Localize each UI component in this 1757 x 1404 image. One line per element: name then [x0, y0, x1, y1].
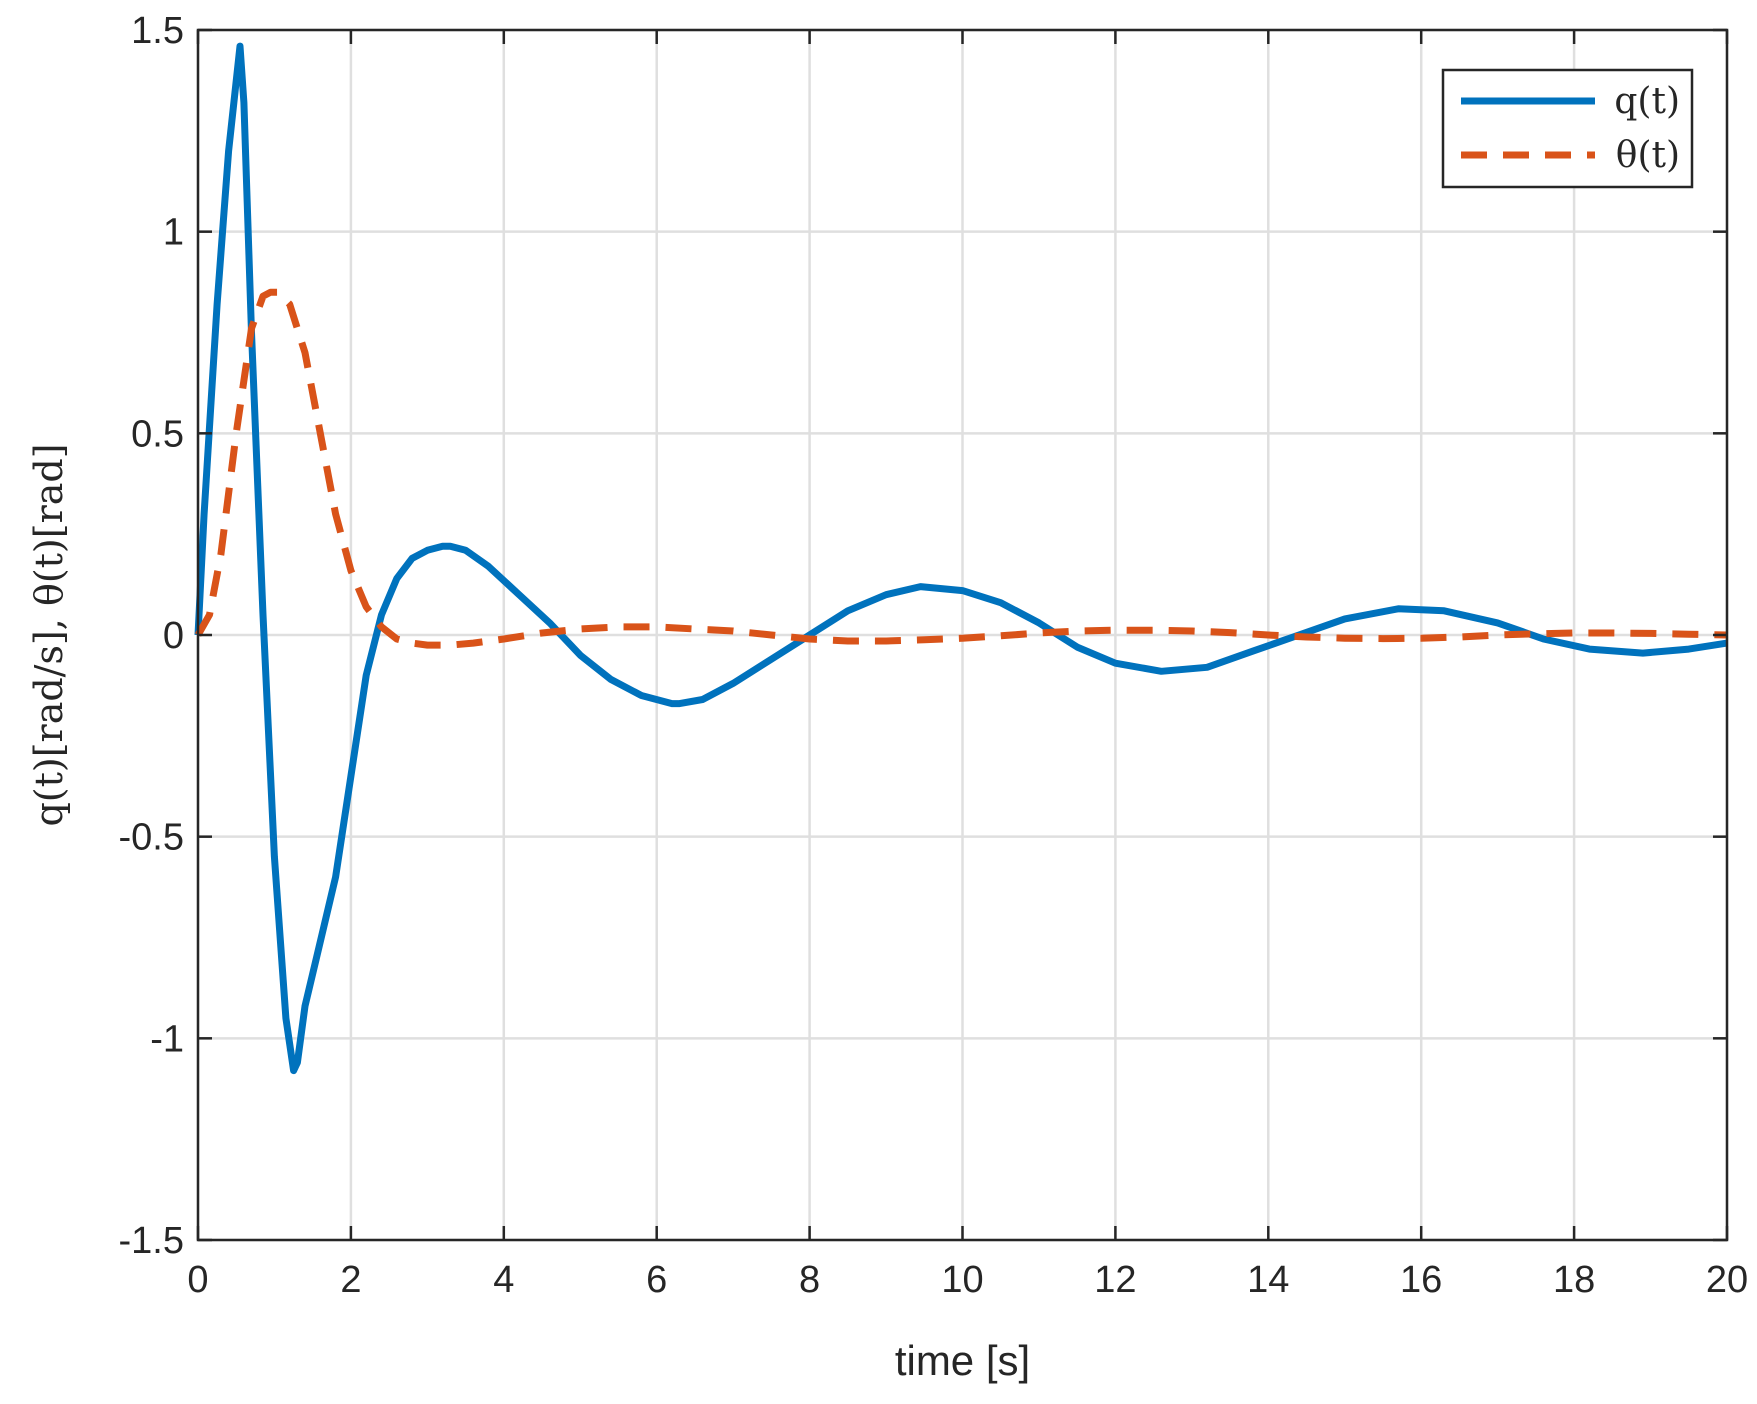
x-tick-label: 14 [1247, 1259, 1289, 1301]
x-tick-label: 12 [1094, 1259, 1136, 1301]
legend-box [1441, 68, 1694, 189]
x-tick-label: 2 [340, 1259, 361, 1301]
x-tick-label: 10 [941, 1259, 983, 1301]
y-tick-label: 1 [163, 212, 184, 254]
x-tick-label: 8 [799, 1259, 820, 1301]
plot-series [194, 42, 1728, 1075]
x-tick-label: 6 [646, 1259, 667, 1301]
y-tick-label: 0 [163, 615, 184, 657]
x-tick-label: 0 [187, 1259, 208, 1301]
y-axis-label: q(t)[rad/s], θ(t)[rad] [27, 443, 71, 826]
axis-ticks [196, 28, 1729, 1242]
y-tick-label: 0.5 [131, 413, 184, 455]
x-tick-label: 18 [1553, 1259, 1595, 1301]
tick-labels: 0 2 4 6 8 10 12 14 16 18 20 -1.5 -1 -0.5 0 0.5 1 1.5 [119, 10, 1749, 1301]
x-tick-label: 16 [1400, 1259, 1442, 1301]
series-line-theta [194, 288, 1728, 649]
legend: q(t) θ(t) [1441, 68, 1694, 189]
y-tick-label: -0.5 [119, 817, 184, 859]
y-tick-label: -1 [150, 1018, 184, 1060]
series-line-q [194, 42, 1728, 1075]
x-tick-label: 4 [493, 1259, 514, 1301]
x-axis-label: time [s] [895, 1337, 1030, 1384]
y-tick-label: -1.5 [119, 1220, 184, 1262]
y-tick-label: 1.5 [131, 10, 184, 52]
x-tick-label: 20 [1706, 1259, 1748, 1301]
legend-label-q: q(t) [1614, 81, 1680, 122]
legend-label-theta: θ(t) [1616, 135, 1680, 176]
